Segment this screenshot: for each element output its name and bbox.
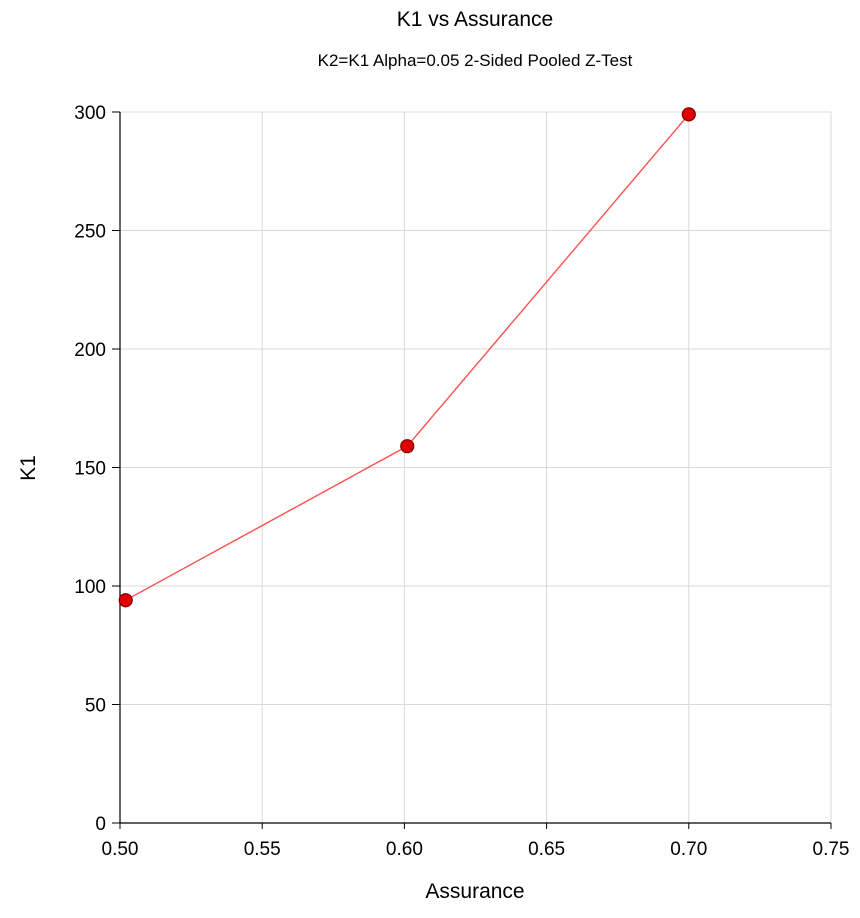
chart-subtitle: K2=K1 Alpha=0.05 2-Sided Pooled Z-Test <box>318 51 633 70</box>
y-tick-label: 250 <box>74 222 106 243</box>
y-tick-label: 100 <box>74 577 106 598</box>
y-tick-label: 300 <box>74 103 106 124</box>
y-tick-label: 150 <box>74 459 106 480</box>
series-line <box>125 113 690 601</box>
x-tick-label: 0.65 <box>528 839 565 860</box>
tick-labels: 0.50 0.55 0.60 0.65 0.70 0.75 0 50 100 150 200 250 3… <box>74 103 849 860</box>
x-tick-label: 0.50 <box>102 839 139 860</box>
y-axis-label: K1 <box>17 455 40 481</box>
y-tick-label: 200 <box>74 340 106 361</box>
x-axis-label: Assurance <box>425 880 524 903</box>
data-point <box>118 593 133 608</box>
x-tick-label: 0.60 <box>386 839 423 860</box>
x-tick-label: 0.70 <box>670 839 707 860</box>
x-tick-label: 0.75 <box>813 839 850 860</box>
y-tick-label: 50 <box>85 696 106 717</box>
y-tick-label: 0 <box>95 814 106 835</box>
chart-title: K1 vs Assurance <box>397 8 553 31</box>
x-tick-label: 0.55 <box>244 839 281 860</box>
data-point <box>681 107 696 122</box>
axes <box>112 111 832 829</box>
data-point <box>400 439 415 454</box>
series <box>118 107 696 608</box>
grid <box>120 111 832 823</box>
